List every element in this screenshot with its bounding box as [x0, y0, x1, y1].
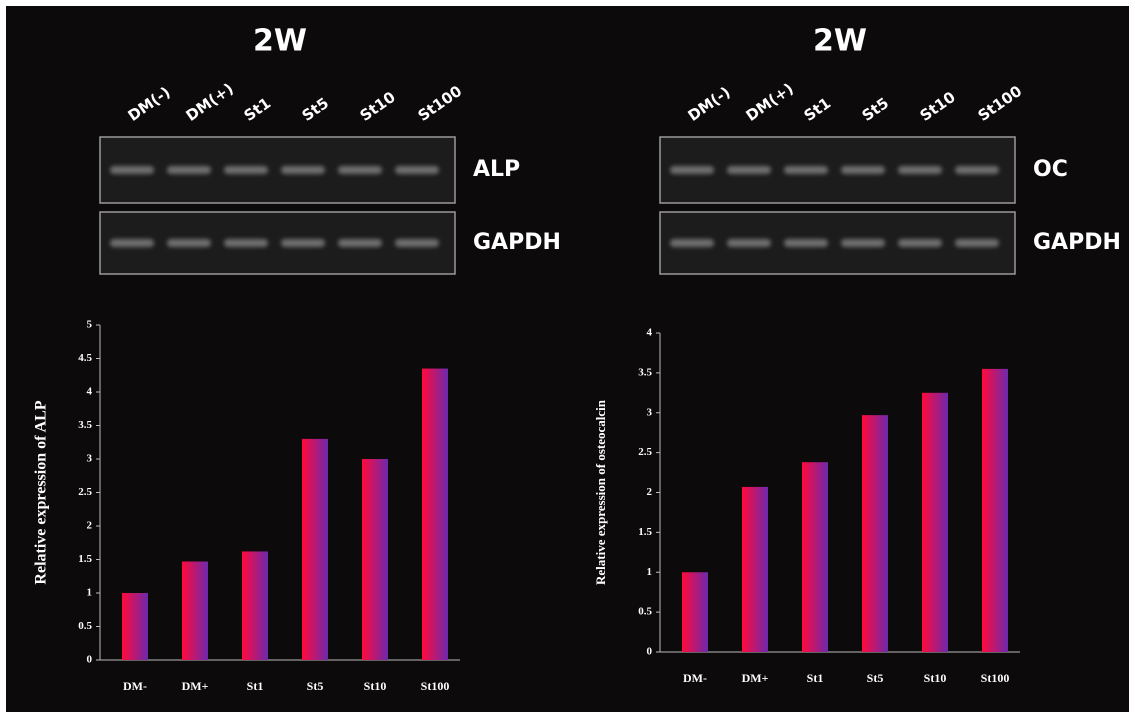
y-tick-label: 4	[647, 327, 653, 339]
figure: 2WDM(-)DM(+)St1St5St10St100ALPGAPDH2WDM(…	[0, 0, 1135, 718]
y-axis-label: Relative expression of ALP	[33, 400, 50, 584]
y-tick-label: 0.5	[638, 606, 652, 618]
gel-band	[167, 239, 211, 247]
y-tick-label: 1.5	[78, 553, 92, 565]
gel-band	[224, 239, 268, 247]
gel-band	[784, 166, 828, 174]
x-tick-label: St10	[924, 671, 947, 685]
y-axis-label: Relative expression of osteocalcin	[593, 399, 608, 585]
band-label: GAPDH	[1033, 230, 1121, 255]
band-label: OC	[1033, 157, 1068, 182]
bar	[362, 459, 388, 660]
x-tick-label: St1	[807, 671, 824, 685]
gel-band	[727, 166, 771, 174]
band-label: GAPDH	[473, 230, 561, 255]
gel-band	[841, 239, 885, 247]
bar	[422, 369, 448, 660]
gel-band	[955, 239, 999, 247]
gel-band	[727, 239, 771, 247]
y-tick-label: 0	[87, 654, 93, 666]
y-tick-label: 1	[87, 587, 93, 599]
bar	[742, 487, 768, 652]
x-tick-label: DM-	[123, 679, 147, 693]
gel-band	[281, 239, 325, 247]
y-tick-label: 1.5	[638, 526, 652, 538]
y-tick-label: 2.5	[638, 446, 652, 458]
background	[6, 6, 1129, 712]
gel-band	[110, 239, 154, 247]
y-tick-label: 4	[87, 386, 93, 398]
x-tick-label: St5	[307, 679, 324, 693]
bar	[682, 572, 708, 652]
y-tick-label: 3	[87, 453, 93, 465]
x-tick-label: St1	[247, 679, 264, 693]
bar	[122, 593, 148, 660]
y-tick-label: 3.5	[638, 366, 652, 378]
gel-band	[670, 239, 714, 247]
bar	[302, 439, 328, 660]
gel-band	[898, 239, 942, 247]
x-tick-label: St5	[867, 671, 884, 685]
y-tick-label: 4.5	[78, 352, 92, 364]
gel-band	[338, 239, 382, 247]
x-tick-label: St100	[981, 671, 1010, 685]
gel-band	[224, 166, 268, 174]
gel-band	[281, 166, 325, 174]
gel-band	[338, 166, 382, 174]
y-tick-label: 2.5	[78, 486, 92, 498]
panel-title: 2W	[253, 24, 307, 59]
y-tick-label: 3.5	[78, 419, 92, 431]
gel-band	[784, 239, 828, 247]
y-tick-label: 0.5	[78, 620, 92, 632]
y-tick-label: 0	[647, 646, 653, 658]
bar	[242, 551, 268, 660]
x-tick-label: DM+	[742, 671, 769, 685]
x-tick-label: St100	[421, 679, 450, 693]
panel-title: 2W	[813, 24, 867, 59]
x-tick-label: DM-	[683, 671, 707, 685]
y-tick-label: 3	[647, 406, 653, 418]
bar	[922, 393, 948, 652]
gel-band	[841, 166, 885, 174]
y-tick-label: 2	[647, 486, 653, 498]
band-label: ALP	[473, 157, 520, 182]
gel-band	[670, 166, 714, 174]
gel-band	[395, 166, 439, 174]
gel-band	[955, 166, 999, 174]
x-tick-label: St10	[364, 679, 387, 693]
gel-band	[395, 239, 439, 247]
gel-band	[110, 166, 154, 174]
bar	[982, 369, 1008, 652]
y-tick-label: 5	[87, 319, 93, 331]
gel-band	[167, 166, 211, 174]
bar	[802, 462, 828, 652]
x-tick-label: DM+	[182, 679, 209, 693]
y-tick-label: 1	[647, 566, 653, 578]
bar	[862, 415, 888, 652]
gel-band	[898, 166, 942, 174]
bar	[182, 562, 208, 660]
y-tick-label: 2	[87, 520, 93, 532]
